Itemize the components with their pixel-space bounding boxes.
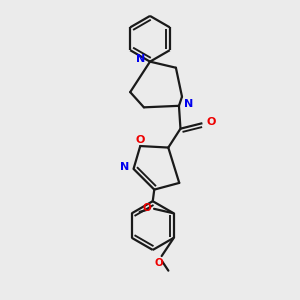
Text: N: N	[184, 99, 193, 109]
Text: O: O	[206, 117, 216, 127]
Text: O: O	[136, 135, 145, 145]
Text: N: N	[120, 162, 130, 172]
Text: O: O	[154, 258, 163, 268]
Text: O: O	[142, 203, 151, 213]
Text: N: N	[136, 54, 145, 64]
